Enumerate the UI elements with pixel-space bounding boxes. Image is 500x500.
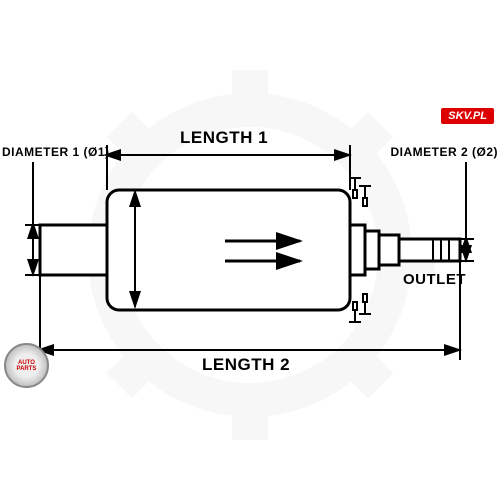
brand-badge: SKV.PL — [441, 108, 494, 124]
diagram-canvas: LENGTH 1 LENGTH 2 DIAMETER 1 (Ø1) DIAMET… — [0, 0, 500, 500]
parts-stamp: AUTOPARTS — [4, 343, 49, 388]
pump-drawing — [0, 0, 500, 500]
